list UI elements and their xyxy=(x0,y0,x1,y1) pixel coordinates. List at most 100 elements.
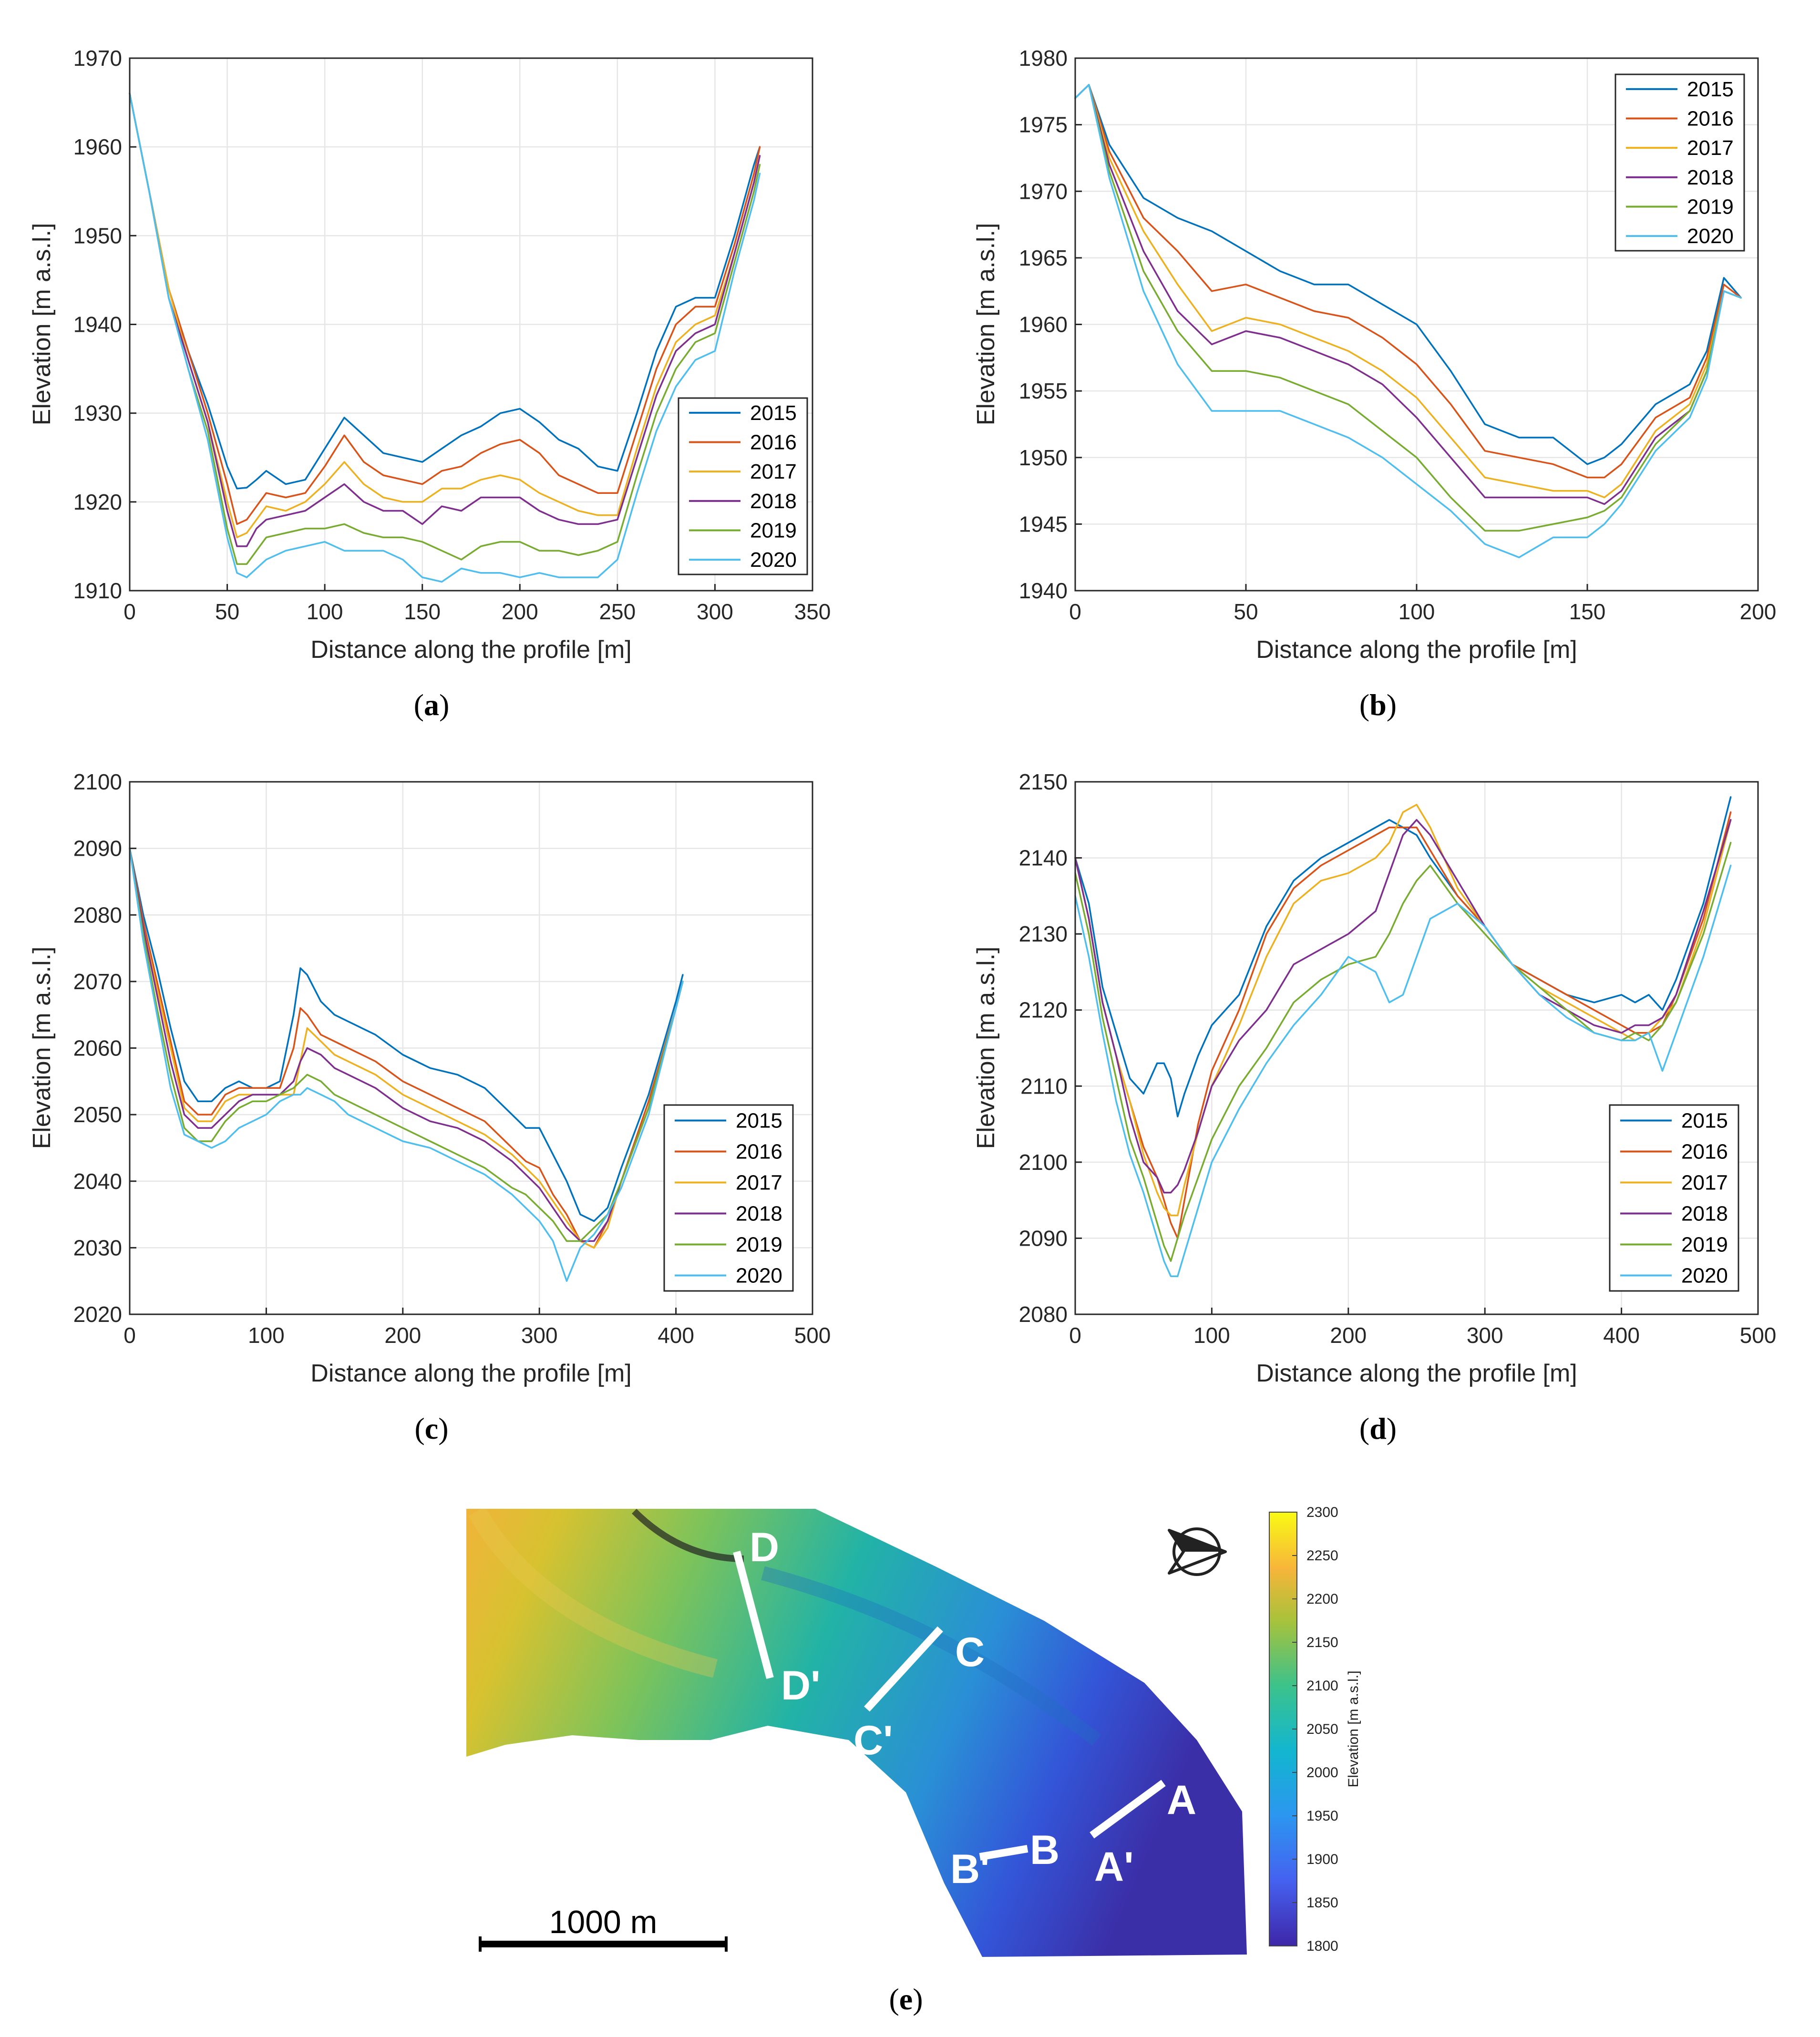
x-tick-label: 50 xyxy=(215,599,239,624)
legend-c: 2015 2016 2017 2018 2019 2020 xyxy=(663,1104,794,1292)
y-tick-label: 2100 xyxy=(73,769,122,794)
series-line-2017 xyxy=(129,92,761,539)
colorbar-tick-label: 1950 xyxy=(1306,1808,1338,1824)
y-tick-label: 1975 xyxy=(1019,113,1068,137)
chart-panel-a: 0 50 100 150 200 250 300 350 1910 1920 1930 1940 195… xyxy=(28,46,831,722)
y-tick-label: 1970 xyxy=(73,46,122,71)
series-line-2016 xyxy=(1074,84,1742,479)
legend-label-2015: 2015 xyxy=(750,401,797,425)
series-group-d xyxy=(1074,796,1732,1277)
series-line-2016 xyxy=(1074,811,1732,1239)
series-group-a xyxy=(129,92,761,583)
ticks-b: 0 50 100 150 200 1940 1945 1950 1955 1960 1965 1970… xyxy=(1019,46,1777,624)
legend-label-2016: 2016 xyxy=(1681,1140,1728,1164)
ticks-a: 0 50 100 150 200 250 300 350 1910 1920 1930 1940 195… xyxy=(73,46,831,624)
ticks-d: 0 100 200 300 400 500 2080 2090 2100 2110 2120 2130… xyxy=(1019,769,1777,1348)
series-line-2020 xyxy=(129,92,761,583)
y-tick-label: 2080 xyxy=(1019,1302,1068,1327)
map-panel-e: D D' C C' B B' A A' 1000 m 2300225022002… xyxy=(466,1505,1361,2016)
legend-a: 2015 2016 2017 2018 2019 2020 xyxy=(678,397,808,575)
legend-label-2016: 2016 xyxy=(736,1140,782,1164)
y-axis-label-d: Elevation [m a.s.l.] xyxy=(972,947,1000,1149)
series-line-2020 xyxy=(1074,864,1732,1277)
map-label-b-prime: B' xyxy=(950,1846,990,1892)
legend-box xyxy=(1609,1104,1739,1292)
series-line-2017 xyxy=(1074,84,1742,499)
x-tick-label: 300 xyxy=(521,1323,558,1348)
colorbar-tick-label: 1800 xyxy=(1306,1938,1338,1954)
colorbar-tick-label: 2100 xyxy=(1306,1678,1338,1694)
series-line-2018 xyxy=(1074,819,1732,1194)
y-tick-label: 1970 xyxy=(1019,179,1068,204)
x-tick-label: 150 xyxy=(404,599,441,624)
series-line-2017 xyxy=(1074,804,1732,1217)
y-tick-label: 2060 xyxy=(73,1036,122,1061)
x-tick-label: 500 xyxy=(794,1323,831,1348)
map-terrain-valley xyxy=(761,1566,1101,1746)
legend-label-2019: 2019 xyxy=(1681,1233,1728,1257)
series-group-c xyxy=(129,847,684,1282)
chart-panel-b: 0 50 100 150 200 1940 1945 1950 1955 1960 1965 1970… xyxy=(972,46,1776,722)
legend-d: 2015 2016 2017 2018 2019 2020 xyxy=(1609,1104,1739,1292)
y-tick-label: 2140 xyxy=(1019,846,1068,870)
map-label-a: A xyxy=(1167,1777,1196,1823)
ticks-c: 0 100 200 300 400 500 2020 2030 2040 2050 2060 2070… xyxy=(73,769,831,1348)
x-tick-label: 0 xyxy=(123,1323,136,1348)
series-line-2020 xyxy=(1074,84,1742,558)
legend-label-2017: 2017 xyxy=(1687,136,1734,160)
x-axis-label-a: Distance along the profile [m] xyxy=(310,636,631,664)
legend-label-2019: 2019 xyxy=(750,519,797,543)
legend-label-2019: 2019 xyxy=(1687,195,1734,219)
legend-label-2017: 2017 xyxy=(1681,1171,1728,1195)
y-tick-label: 1940 xyxy=(1019,578,1068,603)
profile-line-d xyxy=(733,1550,774,1679)
y-tick-label: 1980 xyxy=(1019,46,1068,71)
x-tick-label: 200 xyxy=(502,599,538,624)
x-tick-label: 400 xyxy=(1603,1323,1640,1348)
map-label-a-prime: A' xyxy=(1094,1844,1134,1890)
caption-d: (d) xyxy=(1359,1412,1397,1445)
x-tick-label: 50 xyxy=(1234,599,1258,624)
colorbar-tick-label: 2000 xyxy=(1306,1765,1338,1781)
colorbar-label: Elevation [m a.s.l.] xyxy=(1346,1670,1361,1787)
legend-label-2020: 2020 xyxy=(1681,1264,1728,1288)
caption-a: (a) xyxy=(414,688,450,722)
x-tick-label: 0 xyxy=(123,599,136,624)
y-tick-label: 1930 xyxy=(73,401,122,426)
scale-bar-label: 1000 m xyxy=(549,1904,658,1940)
legend-label-2015: 2015 xyxy=(1681,1109,1728,1133)
series-line-2019 xyxy=(1074,841,1732,1262)
grid-a xyxy=(129,57,813,592)
y-tick-label: 2120 xyxy=(1019,998,1068,1023)
profile-line-c xyxy=(864,1626,943,1712)
y-tick-label: 1960 xyxy=(1019,312,1068,337)
caption-b: (b) xyxy=(1359,688,1397,722)
series-line-2018 xyxy=(129,847,684,1242)
x-axis-label-d: Distance along the profile [m] xyxy=(1256,1360,1577,1387)
y-tick-label: 2100 xyxy=(1019,1150,1068,1175)
x-tick-label: 200 xyxy=(1330,1323,1367,1348)
profile-line-b xyxy=(979,1845,1028,1861)
y-axis-label-a: Elevation [m a.s.l.] xyxy=(28,223,56,426)
profile-line-a xyxy=(1090,1780,1166,1839)
x-tick-label: 200 xyxy=(384,1323,421,1348)
legend-box xyxy=(663,1104,794,1292)
legend-label-2018: 2018 xyxy=(1681,1202,1728,1226)
colorbar-tick-label: 1850 xyxy=(1306,1895,1338,1911)
colorbar-tick-label: 2300 xyxy=(1306,1505,1338,1520)
y-tick-label: 2090 xyxy=(73,836,122,861)
y-tick-label: 2150 xyxy=(1019,769,1068,794)
y-tick-label: 2020 xyxy=(73,1302,122,1327)
legend-label-2020: 2020 xyxy=(750,548,797,572)
x-tick-label: 0 xyxy=(1069,1323,1081,1348)
colorbar-tick-label: 2150 xyxy=(1306,1635,1338,1650)
legend-box xyxy=(1614,73,1745,252)
legend-label-2020: 2020 xyxy=(736,1264,782,1288)
x-tick-label: 500 xyxy=(1740,1323,1777,1348)
plot-frame-d xyxy=(1074,781,1759,1315)
series-line-2015 xyxy=(1074,796,1732,1117)
series-line-2016 xyxy=(129,92,761,525)
y-tick-label: 2080 xyxy=(73,902,122,927)
caption-c-letter: c xyxy=(425,1412,438,1445)
